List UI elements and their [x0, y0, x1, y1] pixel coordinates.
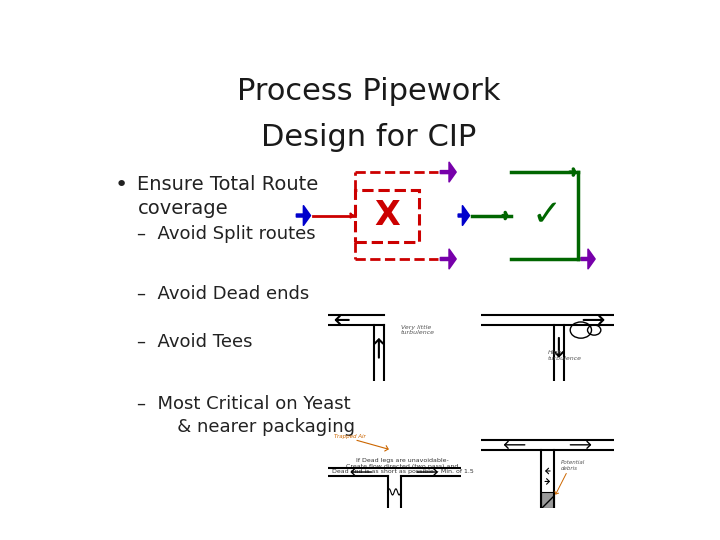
Text: •: • — [115, 175, 128, 195]
Text: –  Avoid Tees: – Avoid Tees — [138, 333, 253, 351]
Bar — [355, 190, 419, 241]
Text: Process Pipework: Process Pipework — [238, 77, 500, 106]
Text: High
turbulence: High turbulence — [547, 350, 582, 361]
Text: ✓: ✓ — [531, 199, 562, 233]
Text: Very little
turbulence: Very little turbulence — [401, 325, 435, 335]
Text: X: X — [374, 199, 400, 232]
Text: Trapped Air: Trapped Air — [334, 434, 366, 440]
Text: –  Avoid Dead ends: – Avoid Dead ends — [138, 285, 310, 303]
Text: –  Avoid Split routes: – Avoid Split routes — [138, 225, 316, 243]
Text: Ensure Total Route
coverage: Ensure Total Route coverage — [138, 175, 319, 218]
Text: –  Most Critical on Yeast
       & nearer packaging: – Most Critical on Yeast & nearer packag… — [138, 395, 356, 436]
Bar — [541, 492, 554, 508]
Text: Design for CIP: Design for CIP — [261, 123, 477, 152]
Text: If Dead legs are unavoidable-
Create flow directed (two pass) and
Dead end is as: If Dead legs are unavoidable- Create flo… — [332, 458, 473, 474]
Text: Potential
debris: Potential debris — [561, 460, 585, 471]
